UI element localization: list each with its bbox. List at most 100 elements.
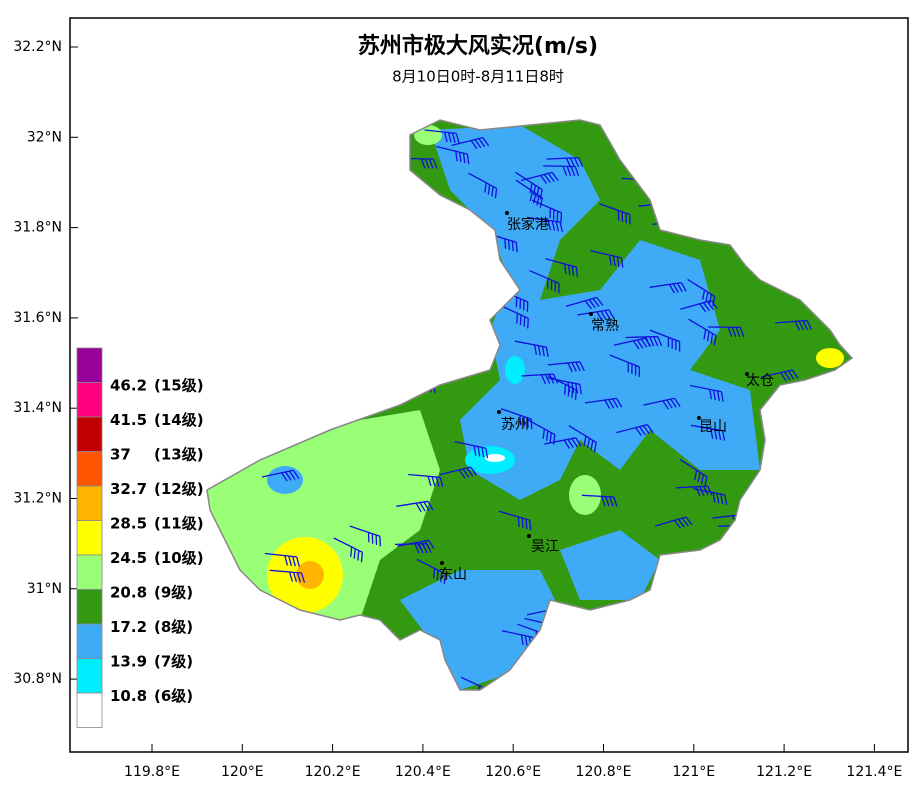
lon-label: 121°E bbox=[673, 764, 716, 780]
zone-12 bbox=[296, 561, 324, 589]
wind-barb bbox=[396, 500, 434, 513]
wind-barb bbox=[649, 329, 681, 352]
wind-barb bbox=[690, 424, 726, 441]
wind-barb bbox=[643, 397, 681, 410]
legend-swatch bbox=[76, 416, 103, 452]
lon-label: 121.2°E bbox=[756, 764, 812, 780]
legend-value: 10.8 bbox=[110, 687, 147, 705]
legend: 46.2 (15级) 41.5 (14级) 37 (13级) 32.7 (12级) 28.5 (1… bbox=[76, 347, 204, 728]
title: 苏州市极大风实况(m/s) bbox=[358, 33, 598, 59]
wind-barb bbox=[625, 335, 663, 347]
lon-label: 120.4°E bbox=[395, 764, 451, 780]
lon-label: 119.8°E bbox=[124, 764, 180, 780]
legend-value: 46.2 bbox=[110, 377, 147, 395]
wind-barb bbox=[451, 136, 490, 150]
wind-barb bbox=[529, 270, 560, 294]
wind-barb bbox=[565, 296, 604, 310]
wind-barb bbox=[680, 299, 718, 313]
zone-8 bbox=[560, 530, 660, 600]
wind-barb bbox=[581, 494, 618, 507]
wind-barb bbox=[498, 510, 532, 531]
wind-barb bbox=[515, 171, 543, 200]
legend-swatch bbox=[76, 623, 103, 659]
wind-barb bbox=[514, 340, 549, 358]
wind-barb bbox=[261, 469, 300, 482]
lon-label: 120.6°E bbox=[485, 764, 541, 780]
wind-barb bbox=[679, 458, 708, 487]
wind-barb bbox=[775, 319, 812, 331]
wind-barb bbox=[546, 156, 584, 168]
wind-barb bbox=[548, 377, 583, 395]
city-dot bbox=[697, 416, 701, 420]
wind-barb bbox=[675, 485, 713, 497]
legend-value: 37 bbox=[110, 446, 131, 464]
legend-swatch bbox=[76, 485, 103, 521]
city-dot bbox=[497, 410, 501, 414]
legend-swatch bbox=[76, 451, 103, 487]
legend-grade: (10级) bbox=[154, 549, 204, 567]
lat-label: 31.8°N bbox=[13, 220, 62, 236]
wind-barb bbox=[547, 375, 577, 400]
wind-barb bbox=[528, 217, 564, 232]
city-label: 常熟 bbox=[591, 318, 619, 334]
wind-barb bbox=[590, 249, 624, 268]
wind-barb bbox=[349, 525, 381, 547]
legend-grade: (15级) bbox=[154, 377, 204, 395]
subtitle: 8月10日0时-8月11日8时 bbox=[392, 68, 564, 86]
wind-barb bbox=[526, 418, 556, 445]
wind-barb bbox=[687, 278, 716, 307]
wind-barb bbox=[531, 199, 563, 223]
wind-barb bbox=[401, 157, 438, 169]
wind-barb bbox=[649, 281, 687, 294]
lon-label: 121.4°E bbox=[846, 764, 902, 780]
wind-barb bbox=[689, 384, 724, 402]
wind-barb bbox=[577, 309, 615, 321]
legend-grade: (8级) bbox=[154, 618, 193, 636]
legend-grade: (9级) bbox=[154, 584, 193, 602]
legend-value: 13.9 bbox=[110, 653, 147, 671]
lat-label: 31.4°N bbox=[13, 400, 62, 416]
legend-swatch bbox=[76, 520, 103, 556]
wind-barb bbox=[693, 487, 728, 505]
city-dot bbox=[745, 372, 749, 376]
legend-grade: (14级) bbox=[154, 411, 204, 429]
legend-value: 24.5 bbox=[110, 549, 147, 567]
wind-barb bbox=[499, 304, 529, 329]
lat-label: 31°N bbox=[27, 581, 62, 597]
legend-swatch bbox=[76, 692, 103, 728]
wind-barb bbox=[543, 165, 580, 177]
city-dot bbox=[505, 211, 509, 215]
legend-grade: (6级) bbox=[154, 687, 193, 705]
wind-barb bbox=[544, 437, 582, 449]
wind-barb bbox=[655, 516, 693, 529]
city-dot bbox=[589, 312, 593, 316]
wind-barb bbox=[436, 145, 470, 165]
legend-swatch bbox=[76, 382, 103, 418]
legend-value: 41.5 bbox=[110, 411, 147, 429]
wind-barb bbox=[485, 232, 518, 253]
wind-barb bbox=[439, 466, 478, 479]
legend-swatch bbox=[76, 589, 103, 625]
wind-barb bbox=[609, 354, 641, 377]
wind-barb bbox=[521, 171, 559, 184]
zone-10 bbox=[207, 410, 440, 620]
wind-barb bbox=[333, 537, 364, 563]
zone-6 bbox=[485, 454, 505, 462]
legend-grade: (11级) bbox=[154, 515, 204, 533]
zone-7 bbox=[505, 356, 525, 384]
wind-barb bbox=[760, 369, 799, 382]
wind-barb bbox=[460, 676, 491, 690]
city-label: 昆山 bbox=[699, 419, 727, 435]
city-label: 张家港 bbox=[507, 216, 549, 233]
city-label: 东山 bbox=[439, 567, 467, 583]
wind-barb bbox=[408, 473, 444, 488]
lon-label: 120°E bbox=[221, 764, 264, 780]
lat-label: 31.2°N bbox=[13, 491, 62, 507]
legend-value: 17.2 bbox=[110, 618, 147, 636]
lon-label: 120.2°E bbox=[305, 764, 361, 780]
legend-grade: (12级) bbox=[154, 480, 204, 498]
zone-8 bbox=[267, 466, 303, 494]
lat-label: 32.2°N bbox=[13, 39, 62, 55]
wind-barb bbox=[416, 558, 446, 584]
